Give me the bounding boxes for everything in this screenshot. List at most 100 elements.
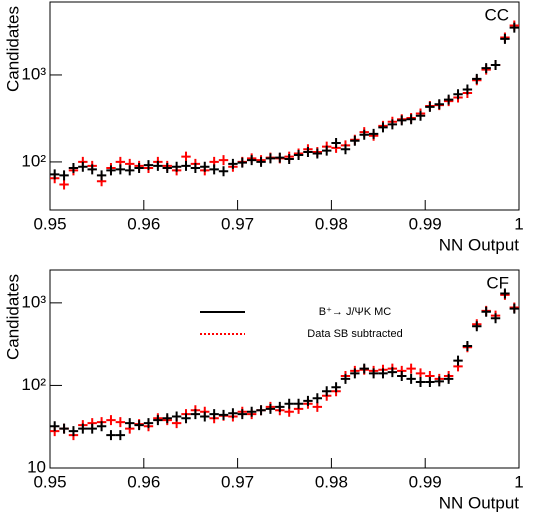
bin-marker — [218, 409, 229, 420]
bin-marker — [331, 382, 341, 393]
bin-marker — [509, 303, 519, 314]
bin-marker — [143, 418, 154, 429]
panel-label: CC — [484, 5, 509, 24]
bin-marker — [340, 373, 351, 384]
bin-marker — [171, 161, 182, 172]
bin-marker — [322, 145, 332, 156]
bin-marker — [425, 101, 435, 112]
bin-marker — [378, 122, 388, 133]
bin-marker — [265, 153, 276, 164]
bin-marker — [293, 398, 304, 409]
bin-marker — [87, 164, 97, 175]
x-tick-label: 0.96 — [127, 214, 160, 233]
bin-marker — [415, 377, 426, 388]
bin-marker — [153, 160, 163, 171]
bin-marker — [434, 99, 444, 110]
legend-label: Data SB subtracted — [307, 328, 402, 340]
x-tick-label: 1 — [514, 472, 523, 491]
bin-marker — [162, 163, 172, 174]
bin-marker — [322, 386, 332, 397]
bin-marker — [490, 313, 501, 324]
bin-marker — [59, 170, 69, 181]
x-tick-label: 0.99 — [409, 214, 442, 233]
bin-marker — [481, 63, 491, 74]
bin-marker — [153, 415, 163, 426]
bin-marker — [125, 418, 135, 429]
bin-marker — [368, 368, 379, 379]
bin-marker — [59, 179, 69, 190]
bin-marker — [331, 138, 341, 149]
bin-marker — [162, 413, 172, 424]
legend-label: B⁺→ J/ΨK MC — [319, 306, 392, 318]
x-axis-title: NN Output — [439, 235, 520, 254]
bin-marker — [453, 89, 463, 100]
bin-marker — [275, 401, 285, 412]
bin-marker — [397, 115, 407, 126]
bin-marker — [106, 415, 116, 426]
bin-marker — [115, 417, 126, 428]
bin-marker — [237, 157, 247, 168]
bin-marker — [78, 423, 88, 434]
bin-marker — [312, 393, 323, 404]
bin-marker — [312, 148, 323, 159]
bin-marker — [190, 409, 201, 420]
bin-marker — [209, 409, 219, 420]
y-tick-label: 10³ — [21, 64, 46, 83]
bin-marker — [312, 401, 323, 412]
bin-marker — [359, 129, 369, 140]
bin-marker — [443, 373, 454, 384]
bin-marker — [96, 170, 107, 181]
bin-marker — [350, 368, 360, 379]
x-tick-label: 0.99 — [409, 472, 442, 491]
bin-marker — [256, 156, 266, 167]
y-axis-title: Candidates — [3, 274, 22, 360]
bin-marker — [115, 430, 126, 441]
plot-frame — [49, 1, 520, 211]
bin-marker — [256, 405, 266, 416]
bin-marker — [143, 160, 154, 171]
bin-marker — [443, 94, 454, 105]
bin-marker — [68, 426, 79, 437]
bin-marker — [293, 150, 304, 161]
y-tick-label: 10² — [21, 375, 46, 394]
bin-marker — [87, 423, 97, 434]
y-tick-label: 10³ — [21, 292, 46, 311]
plot-frame — [49, 269, 520, 469]
bin-marker — [237, 409, 247, 420]
x-tick-label: 0.98 — [315, 214, 348, 233]
bin-marker — [481, 306, 491, 317]
bin-marker — [246, 155, 257, 166]
x-tick-label: 1 — [514, 214, 523, 233]
bin-marker — [359, 363, 369, 374]
bin-marker — [350, 135, 360, 146]
bin-marker — [68, 163, 79, 174]
bin-marker — [462, 341, 473, 352]
bin-marker — [181, 413, 191, 424]
bin-marker — [387, 119, 398, 130]
bin-marker — [181, 151, 191, 162]
bin-marker — [284, 398, 294, 409]
bin-marker — [218, 166, 229, 177]
bin-marker — [106, 165, 116, 176]
bin-marker — [490, 60, 501, 71]
panel-label: CF — [486, 273, 509, 292]
bin-marker — [265, 403, 276, 414]
bin-marker — [134, 163, 144, 174]
bin-marker — [200, 411, 210, 422]
x-tick-label: 0.98 — [315, 472, 348, 491]
x-tick-label: 0.95 — [33, 214, 66, 233]
bin-marker — [453, 355, 463, 366]
y-tick-label: 10² — [21, 151, 46, 170]
bin-marker — [125, 165, 135, 176]
bin-marker — [406, 373, 416, 384]
x-tick-label: 0.97 — [221, 472, 254, 491]
bin-marker — [406, 114, 416, 125]
bin-marker — [415, 110, 426, 121]
bin-marker — [50, 169, 60, 180]
bin-marker — [434, 376, 444, 387]
bin-marker — [387, 367, 398, 378]
bin-marker — [425, 377, 435, 388]
x-tick-label: 0.95 — [33, 472, 66, 491]
bin-marker — [134, 420, 144, 431]
bin-marker — [246, 406, 257, 417]
